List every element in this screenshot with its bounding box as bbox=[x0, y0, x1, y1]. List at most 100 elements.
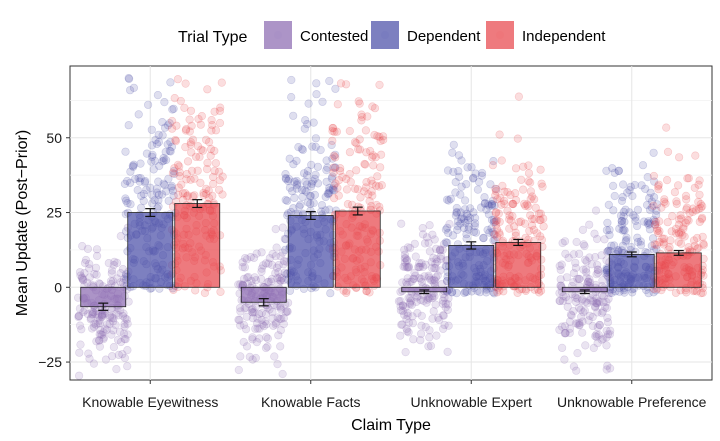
data-point bbox=[671, 224, 681, 233]
data-point bbox=[267, 277, 276, 286]
data-point bbox=[529, 225, 539, 234]
data-point bbox=[97, 311, 107, 320]
data-point bbox=[154, 202, 163, 211]
data-point bbox=[345, 126, 354, 136]
data-point bbox=[477, 171, 486, 180]
data-point bbox=[453, 217, 463, 226]
data-point bbox=[114, 311, 123, 320]
data-point bbox=[140, 178, 149, 187]
data-point bbox=[462, 209, 472, 218]
data-point bbox=[325, 76, 334, 86]
x-tick-label: Unknowable Expert bbox=[411, 394, 533, 410]
data-point bbox=[491, 208, 500, 217]
data-point bbox=[441, 299, 450, 308]
data-point bbox=[182, 170, 191, 179]
data-point bbox=[365, 197, 374, 206]
data-point bbox=[426, 341, 436, 351]
data-point bbox=[402, 278, 411, 287]
data-point bbox=[186, 106, 196, 115]
data-point bbox=[469, 174, 478, 183]
data-point bbox=[528, 192, 537, 201]
data-point bbox=[663, 147, 673, 156]
data-point bbox=[182, 125, 191, 134]
data-point bbox=[377, 150, 386, 159]
data-point bbox=[175, 162, 184, 171]
data-point bbox=[444, 228, 453, 238]
data-point bbox=[574, 274, 584, 284]
data-point bbox=[417, 321, 426, 330]
data-point bbox=[490, 201, 499, 210]
data-point bbox=[674, 237, 683, 247]
data-point bbox=[677, 214, 686, 223]
data-point bbox=[203, 85, 212, 94]
data-point bbox=[244, 272, 253, 282]
data-point bbox=[431, 264, 440, 273]
data-point bbox=[489, 216, 499, 225]
bar-dependent bbox=[287, 215, 334, 288]
data-point bbox=[150, 196, 159, 205]
data-point bbox=[505, 211, 514, 220]
data-point bbox=[342, 185, 352, 194]
data-point bbox=[403, 255, 412, 265]
data-point bbox=[329, 168, 338, 177]
data-point bbox=[593, 339, 602, 348]
data-point bbox=[247, 305, 256, 314]
data-point bbox=[424, 238, 433, 247]
data-point bbox=[105, 313, 114, 322]
data-point bbox=[565, 317, 575, 326]
data-point bbox=[622, 236, 631, 245]
data-point bbox=[652, 206, 661, 215]
data-point bbox=[492, 185, 501, 194]
data-point bbox=[591, 332, 600, 341]
data-point bbox=[166, 78, 175, 87]
data-point bbox=[151, 135, 160, 144]
data-point bbox=[171, 137, 180, 146]
x-tick-label: Knowable Facts bbox=[261, 394, 361, 410]
data-point bbox=[436, 254, 446, 263]
data-point bbox=[250, 273, 259, 282]
data-point bbox=[451, 188, 460, 197]
data-point bbox=[331, 84, 340, 93]
data-point bbox=[581, 297, 590, 306]
data-point bbox=[333, 183, 342, 192]
data-point bbox=[88, 309, 97, 319]
data-point bbox=[495, 217, 504, 226]
data-point bbox=[460, 288, 469, 298]
data-point bbox=[571, 297, 581, 307]
data-point bbox=[322, 166, 331, 175]
data-point bbox=[281, 174, 290, 183]
data-point bbox=[672, 197, 681, 206]
data-point bbox=[98, 312, 107, 322]
data-point bbox=[334, 176, 344, 185]
data-point bbox=[429, 307, 438, 316]
data-point bbox=[447, 288, 457, 297]
data-point bbox=[675, 215, 684, 224]
data-point bbox=[276, 326, 286, 335]
data-point bbox=[122, 315, 131, 324]
data-point bbox=[166, 147, 175, 156]
data-point bbox=[375, 80, 384, 89]
bar-independent bbox=[495, 242, 542, 288]
data-point bbox=[694, 180, 703, 189]
data-point bbox=[534, 288, 544, 297]
data-point bbox=[276, 342, 285, 351]
data-point bbox=[426, 275, 435, 284]
data-point bbox=[76, 271, 85, 280]
data-point bbox=[403, 308, 412, 318]
data-point bbox=[278, 223, 287, 232]
data-point bbox=[100, 307, 109, 316]
data-point bbox=[298, 192, 307, 201]
data-point bbox=[527, 221, 537, 230]
data-point bbox=[430, 275, 439, 284]
data-point bbox=[111, 320, 120, 330]
data-point bbox=[603, 361, 612, 370]
data-point bbox=[139, 196, 148, 205]
data-point bbox=[208, 120, 217, 130]
data-point bbox=[508, 199, 517, 209]
data-point bbox=[662, 176, 672, 185]
data-point bbox=[272, 243, 281, 252]
data-point bbox=[684, 243, 693, 252]
data-point bbox=[331, 150, 340, 159]
data-point bbox=[524, 161, 533, 170]
data-point bbox=[209, 172, 218, 182]
